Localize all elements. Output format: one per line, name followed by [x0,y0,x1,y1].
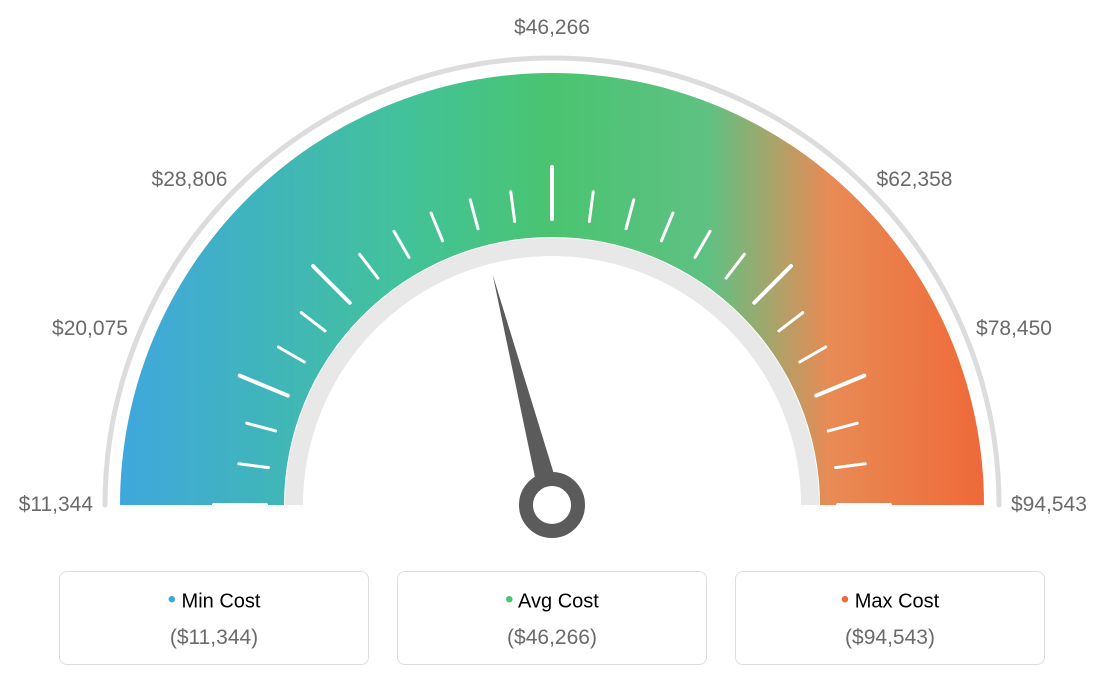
legend-card-avg: • Avg Cost ($46,266) [397,571,707,665]
legend-title-avg: • Avg Cost [408,588,696,616]
dot-icon: • [841,586,849,613]
legend-card-min: • Min Cost ($11,344) [59,571,369,665]
gauge-tick-label: $78,450 [976,317,1052,341]
gauge-tick-label: $94,543 [1011,493,1087,517]
legend-label: Max Cost [855,590,939,612]
gauge-svg [0,0,1104,560]
legend-title-min: • Min Cost [70,588,358,616]
cost-gauge-chart: $11,344 $20,075 $28,806 $46,266 $62,358 $78,4… [0,0,1104,690]
legend-value: ($46,266) [408,626,696,650]
gauge-tick-label: $28,806 [152,168,228,192]
gauge-area: $11,344 $20,075 $28,806 $46,266 $62,358 $78,4… [0,0,1104,560]
gauge-tick-label: $62,358 [877,168,953,192]
gauge-tick-label: $11,344 [19,493,93,517]
legend-label: Avg Cost [518,590,599,612]
legend-title-max: • Max Cost [746,588,1034,616]
legend-label: Min Cost [182,590,261,612]
gauge-tick-label: $20,075 [52,317,128,341]
legend-value: ($11,344) [70,626,358,650]
legend-card-max: • Max Cost ($94,543) [735,571,1045,665]
gauge-tick-label: $46,266 [514,16,590,40]
dot-icon: • [168,586,176,613]
legend-value: ($94,543) [746,626,1034,650]
dot-icon: • [505,586,513,613]
legend-row: • Min Cost ($11,344) • Avg Cost ($46,266… [0,571,1104,665]
